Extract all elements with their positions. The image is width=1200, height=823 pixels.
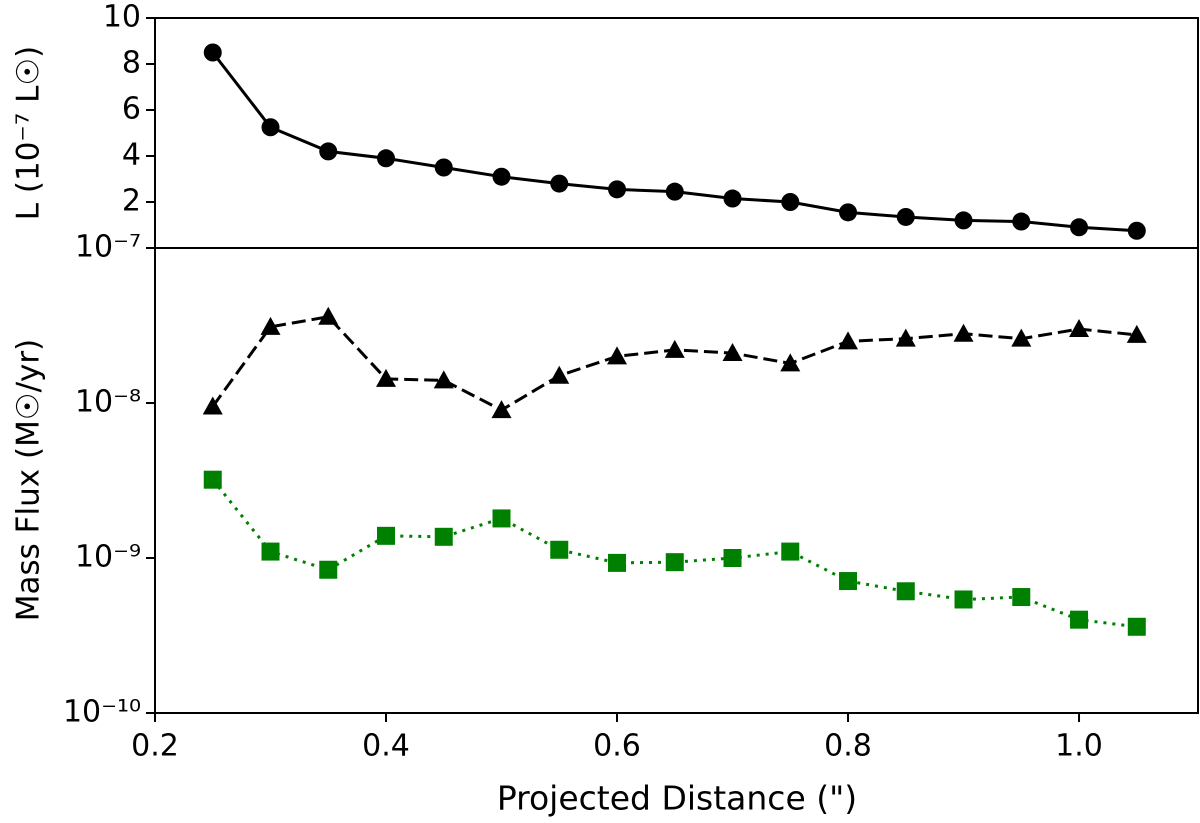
y-tick-label: 6 — [122, 92, 141, 127]
marker — [1012, 588, 1031, 607]
marker — [1070, 610, 1089, 629]
marker — [434, 158, 453, 177]
marker — [723, 549, 742, 567]
marker — [261, 118, 280, 137]
marker — [319, 560, 338, 579]
marker — [1011, 328, 1032, 347]
marker — [839, 203, 858, 222]
marker — [203, 43, 222, 62]
marker — [896, 207, 915, 226]
y-tick-label: 10 — [103, 0, 141, 35]
y-tick-label: 10⁻⁹ — [75, 540, 141, 575]
marker — [665, 182, 684, 201]
marker — [1127, 221, 1146, 240]
y-tick-label: 10⁻⁷ — [75, 230, 141, 265]
marker — [954, 590, 973, 609]
y-axis-label: L (10⁻⁷ L☉) — [11, 46, 47, 220]
marker — [839, 572, 858, 591]
marker — [781, 542, 800, 561]
y-tick-label: 10⁻⁸ — [75, 385, 141, 420]
marker — [492, 167, 511, 186]
plot-frame — [154, 17, 1199, 249]
x-tick-label: 0.6 — [593, 729, 641, 764]
y-tick-label: 2 — [122, 184, 141, 219]
marker — [260, 316, 281, 335]
x-tick-label: 0.2 — [131, 729, 179, 764]
marker — [261, 542, 280, 561]
marker — [1127, 617, 1146, 636]
marker — [895, 328, 916, 347]
marker — [608, 553, 627, 572]
series-line — [211, 315, 1137, 412]
marker — [722, 343, 743, 362]
marker — [491, 400, 512, 419]
y-axis-label: Mass Flux (M☉/yr) — [11, 339, 47, 621]
x-tick-label: 1.0 — [1055, 729, 1103, 764]
marker — [1069, 319, 1090, 338]
marker — [492, 509, 511, 528]
marker — [318, 306, 339, 325]
marker — [896, 582, 915, 601]
marker — [607, 346, 628, 365]
y-tick-label: 8 — [122, 46, 141, 81]
marker — [1012, 212, 1031, 231]
marker — [780, 353, 801, 372]
marker — [433, 370, 454, 389]
marker — [953, 323, 974, 342]
marker — [608, 180, 627, 199]
marker — [377, 149, 396, 168]
series-line — [211, 51, 1137, 233]
marker — [550, 540, 569, 559]
x-tick-label: 0.4 — [362, 729, 410, 764]
marker — [377, 526, 396, 545]
marker — [1070, 218, 1089, 237]
marker — [954, 211, 973, 230]
marker — [434, 527, 453, 546]
marker — [376, 368, 397, 387]
x-tick-label: 0.8 — [824, 729, 872, 764]
marker — [1126, 324, 1147, 343]
marker — [723, 189, 742, 208]
marker — [665, 553, 684, 572]
marker — [664, 339, 685, 358]
y-tick-label: 10⁻¹⁰ — [63, 695, 141, 730]
series-line — [211, 478, 1137, 629]
marker — [319, 142, 338, 161]
marker — [549, 365, 570, 384]
y-tick-label: 4 — [122, 138, 141, 173]
marker — [550, 174, 569, 193]
plot-frame — [154, 247, 1199, 714]
marker — [202, 396, 223, 415]
marker — [838, 331, 859, 350]
marker — [781, 193, 800, 211]
marker — [203, 470, 222, 489]
x-axis-label: Projected Distance (") — [497, 779, 857, 818]
